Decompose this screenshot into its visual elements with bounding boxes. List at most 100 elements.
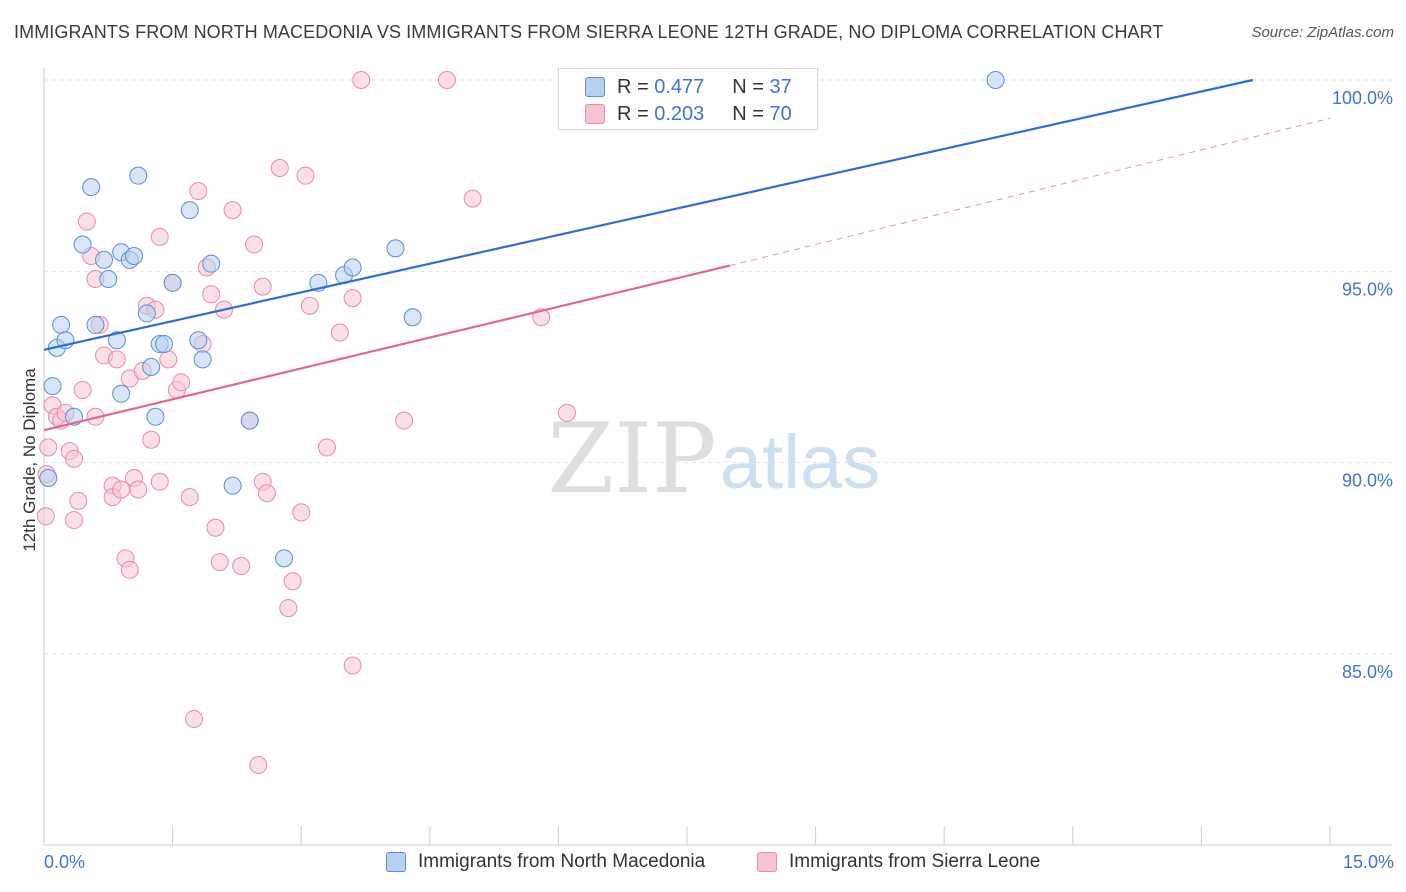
point-sierra-leone — [232, 556, 251, 575]
x-tick-label-min: 0.0% — [44, 852, 86, 872]
watermark-zip: ZIP — [547, 403, 716, 515]
y-tick-label: 100.0% — [1332, 88, 1393, 108]
trend-layer — [43, 78, 1331, 432]
point-sierra-leone — [257, 484, 276, 503]
point-sierra-leone — [129, 480, 148, 499]
point-north-macedonia — [112, 384, 131, 403]
point-north-macedonia — [52, 315, 71, 334]
y-tick-labels: 85.0% 90.0% 95.0% 100.0% — [1332, 88, 1393, 682]
point-north-macedonia — [146, 407, 165, 426]
point-north-macedonia — [142, 358, 161, 376]
point-sierra-leone — [300, 296, 319, 315]
y-tick-label: 95.0% — [1342, 279, 1393, 299]
point-sierra-leone — [343, 289, 362, 308]
legend-r-value: 0.477 — [654, 75, 705, 98]
point-sierra-leone — [185, 710, 204, 729]
legend-r-label: R = — [617, 102, 649, 125]
legend-n-value: 37 — [769, 75, 792, 98]
point-north-macedonia — [403, 308, 422, 327]
point-sierra-leone — [77, 212, 96, 231]
point-sierra-leone — [532, 308, 551, 327]
trendline-extension-sierra-leone — [729, 117, 1331, 267]
point-sierra-leone — [39, 438, 58, 457]
point-sierra-leone — [437, 71, 456, 89]
point-sierra-leone — [270, 159, 289, 178]
point-north-macedonia — [107, 331, 126, 350]
legend-r-label: R = — [617, 75, 649, 98]
legend-item-sierra-leone[interactable]: Immigrants from Sierra Leone — [757, 851, 1040, 873]
point-north-macedonia — [95, 250, 114, 269]
point-sierra-leone — [150, 227, 169, 246]
point-sierra-leone — [159, 350, 178, 369]
legend-row-series1: R = 0.477 N = 37 — [585, 74, 792, 100]
point-north-macedonia — [223, 476, 242, 495]
trendline-sierra-leone — [43, 264, 731, 432]
point-sierra-leone — [330, 323, 349, 342]
legend-n-value: 70 — [769, 102, 792, 125]
point-sierra-leone — [202, 285, 221, 304]
axis-layer — [43, 68, 1392, 846]
series-legend: Immigrants from North Macedonia Immigran… — [0, 851, 1406, 877]
point-north-macedonia — [155, 335, 174, 354]
point-sierra-leone — [395, 411, 414, 430]
legend-n-label: N = — [732, 102, 764, 125]
y-tick-label: 85.0% — [1342, 662, 1393, 682]
point-sierra-leone — [172, 373, 191, 392]
point-north-macedonia — [82, 178, 101, 197]
point-sierra-leone — [120, 560, 139, 579]
source-label: Source: ZipAtlas.com — [1251, 24, 1394, 41]
legend-row-series2: R = 0.203 N = 70 — [585, 101, 792, 127]
point-sierra-leone — [73, 380, 92, 399]
legend-n-label: N = — [732, 75, 764, 98]
point-north-macedonia — [180, 201, 199, 220]
y-axis-label: 12th Grade, No Diploma — [20, 368, 39, 552]
chart-title: IMMIGRANTS FROM NORTH MACEDONIA VS IMMIG… — [14, 22, 1164, 42]
point-sierra-leone — [107, 350, 126, 369]
point-north-macedonia — [99, 269, 118, 288]
point-sierra-leone — [352, 71, 371, 89]
point-north-macedonia — [163, 273, 182, 292]
point-sierra-leone — [65, 511, 84, 530]
point-sierra-leone — [292, 503, 311, 522]
point-north-macedonia — [137, 304, 156, 323]
point-sierra-leone — [245, 235, 264, 254]
point-sierra-leone — [253, 277, 272, 296]
point-sierra-leone — [223, 201, 242, 220]
point-sierra-leone — [65, 449, 84, 468]
point-north-macedonia — [240, 411, 259, 430]
point-sierra-leone — [69, 491, 88, 510]
point-sierra-leone — [343, 656, 362, 675]
point-north-macedonia — [73, 235, 92, 254]
point-sierra-leone — [206, 518, 225, 537]
legend-swatch-pink — [757, 852, 777, 872]
point-sierra-leone — [189, 181, 208, 200]
legend-item-north-macedonia[interactable]: Immigrants from North Macedonia — [386, 851, 705, 873]
point-sierra-leone — [317, 438, 336, 457]
legend-series2-name: Immigrants from Sierra Leone — [789, 851, 1041, 872]
legend-series1-name: Immigrants from North Macedonia — [418, 851, 706, 872]
watermark: ZIP atlas — [547, 403, 880, 515]
legend-swatch-blue — [386, 852, 406, 872]
point-north-macedonia — [275, 549, 294, 568]
point-sierra-leone — [150, 472, 169, 491]
point-sierra-leone — [283, 572, 302, 591]
trendline-north-macedonia — [43, 78, 1254, 351]
point-north-macedonia — [129, 166, 148, 185]
point-north-macedonia — [986, 71, 1005, 89]
point-north-macedonia — [86, 315, 105, 334]
point-sierra-leone — [142, 430, 161, 449]
point-north-macedonia — [343, 258, 362, 277]
point-north-macedonia — [43, 377, 62, 396]
point-north-macedonia — [125, 247, 144, 266]
point-sierra-leone — [36, 507, 55, 526]
stats-legend: R = 0.477 N = 37 R = 0.203 N = 70 — [558, 68, 818, 130]
point-north-macedonia — [39, 468, 58, 487]
point-sierra-leone — [557, 403, 576, 422]
legend-swatch-blue — [585, 77, 605, 97]
point-sierra-leone — [180, 488, 199, 507]
point-north-macedonia — [193, 350, 212, 369]
y-tick-label: 90.0% — [1342, 471, 1393, 491]
point-sierra-leone — [249, 755, 268, 774]
point-sierra-leone — [210, 553, 229, 572]
